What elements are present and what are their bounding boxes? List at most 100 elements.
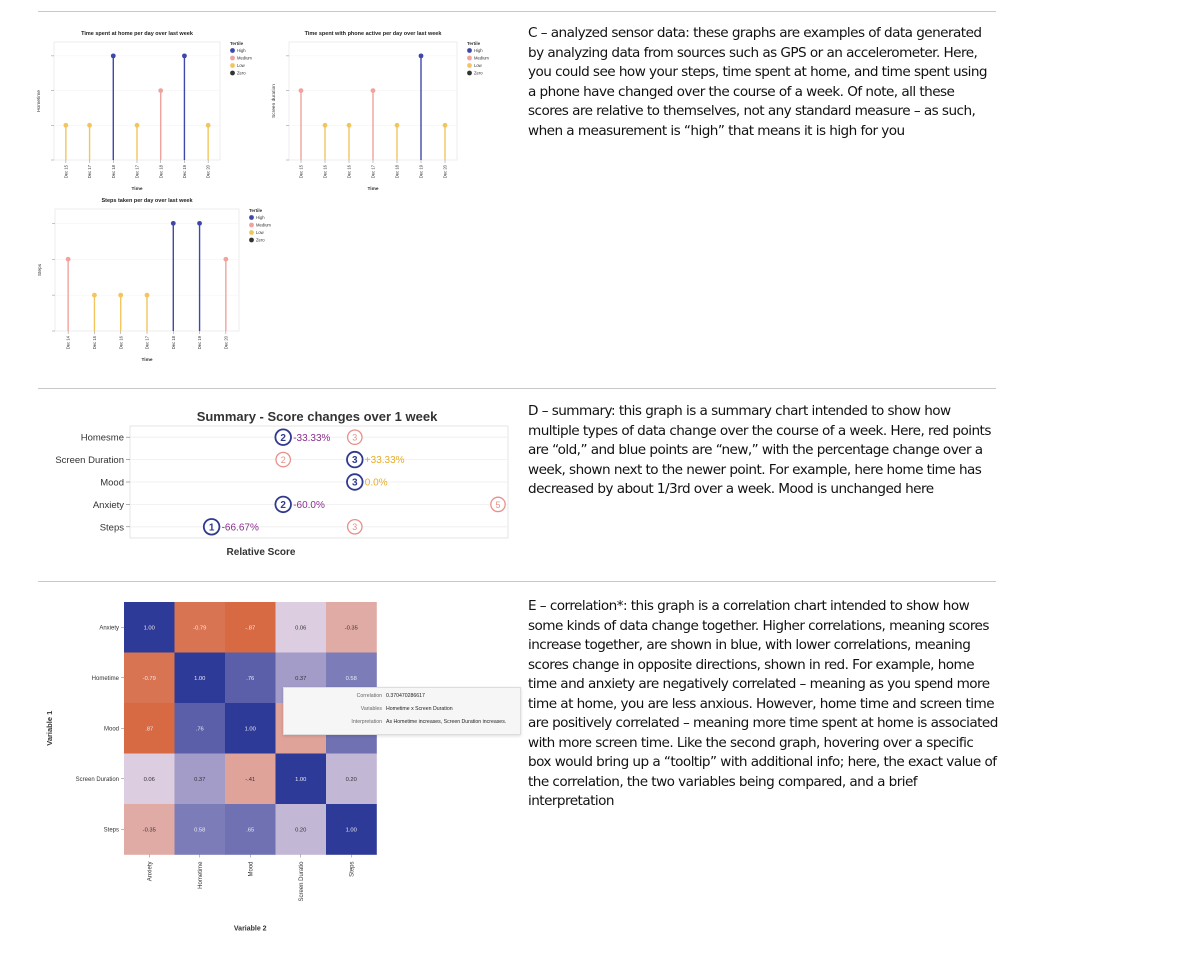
category-label: Anxiety <box>93 500 124 511</box>
x-tick-label: Dec 20 <box>443 164 448 178</box>
new-point-label: 1 <box>209 522 215 533</box>
legend-label: Low <box>256 230 265 235</box>
cell-value: 1.00 <box>346 827 357 833</box>
x-axis-label: Time <box>141 357 152 363</box>
x-tick-label: Dec 19 <box>419 164 424 178</box>
x-tick-label: Dec 17 <box>87 164 92 178</box>
legend-title: Tertile <box>467 41 481 46</box>
new-point <box>346 473 364 491</box>
lollipop-point <box>170 220 176 226</box>
heatmap-cell <box>275 804 327 855</box>
legend-title: Tertile <box>230 41 244 46</box>
category-label: Screen Duration <box>55 455 124 466</box>
category-label: Steps <box>100 522 125 533</box>
x-axis-label: Time <box>367 186 378 192</box>
legend-label: Zero <box>237 71 246 76</box>
x-tick-label: Dec 17 <box>145 335 150 349</box>
new-point-label: 2 <box>280 500 286 511</box>
old-point-label: 3 <box>352 522 357 532</box>
old-point <box>346 429 363 446</box>
heatmap-cell <box>174 652 226 704</box>
cell-value: -.87 <box>245 625 255 631</box>
new-point <box>274 428 292 446</box>
heatmap-cell <box>225 804 276 855</box>
tooltip-variables-key: Variables <box>360 706 382 712</box>
cell-value: .65 <box>246 827 254 833</box>
section-c-description: C – analyzed sensor data: these graphs a… <box>528 25 988 139</box>
correlation-tooltip: Correlation 0.370470286617 Variables Hom… <box>283 687 521 735</box>
y-axis-label: Hometime <box>36 90 42 112</box>
new-point-label: 2 <box>280 433 286 444</box>
heatmap-cell <box>174 602 226 653</box>
cell-value: -0.35 <box>345 625 358 631</box>
section-e-description: E – correlation*: this graph is a correl… <box>528 598 998 809</box>
legend-label: Low <box>237 63 246 68</box>
row-label: Mood <box>104 726 119 732</box>
new-point-label: 3 <box>352 455 358 466</box>
heatmap-cell <box>124 652 175 704</box>
col-label: Anxiety <box>147 862 153 882</box>
heatmap-cell <box>225 753 276 805</box>
x-tick-label: Dec 20 <box>223 335 228 349</box>
change-label: +33.33% <box>365 455 405 466</box>
heatmap-cell <box>124 753 175 805</box>
x-tick-label: Dec 18 <box>395 164 400 178</box>
legend-swatch <box>230 48 235 53</box>
col-label: Screen Duratio <box>299 861 305 902</box>
y-axis-label: Steps <box>37 263 43 276</box>
col-label: Hometime <box>198 861 204 889</box>
x-tick-label: Dec 18 <box>111 164 116 178</box>
lollipop-point <box>322 122 328 128</box>
screen-duration-lollipop-chart: Time spent with phone active per day ove… <box>271 31 489 192</box>
tooltip-interpretation-value: As Hometime increases, Screen Duration i… <box>386 719 507 725</box>
x-axis-label: Relative Score <box>227 547 296 558</box>
chart-title: Steps taken per day over last week <box>101 198 193 204</box>
x-tick-label: Dec 16 <box>118 335 123 349</box>
row-label: Steps <box>104 827 119 833</box>
legend-label: Medium <box>256 223 271 228</box>
heatmap-cell <box>174 703 226 754</box>
col-label: Steps <box>349 862 355 877</box>
new-point <box>202 518 221 536</box>
heatmap-cell <box>124 804 175 855</box>
x-tick-label: Dec 16 <box>347 164 352 178</box>
legend-swatch <box>467 55 472 61</box>
lollipop-point <box>110 53 116 59</box>
legend-label: Zero <box>256 238 265 243</box>
legend-swatch <box>249 237 254 243</box>
cell-value: 0.20 <box>346 777 357 783</box>
legend-label: High <box>474 48 483 53</box>
lollipop-point <box>118 292 124 298</box>
legend-swatch <box>467 70 472 76</box>
legend-swatch <box>249 230 254 235</box>
chart-title: Time spent with phone active per day ove… <box>305 31 443 37</box>
heatmap-cell <box>124 703 175 754</box>
correlation-heatmap: Anxiety 1.00 -0.79 -.87 0.06 -0.35 Hometime -0.… <box>45 602 377 933</box>
lollipop-point <box>370 88 376 93</box>
cell-value: 1.00 <box>144 625 155 631</box>
change-label: 0.0% <box>365 478 388 489</box>
cell-value: 0.06 <box>295 625 306 631</box>
x-tick-label: Dec 17 <box>371 164 376 178</box>
lollipop-point <box>205 122 211 128</box>
legend-swatch <box>467 63 472 68</box>
legend-label: Medium <box>237 56 252 61</box>
chart-title: Time spent at home per day over last wee… <box>81 31 194 37</box>
lollipop-point <box>346 122 352 128</box>
lollipop-point <box>223 256 229 262</box>
x-tick-label: Dec 15 <box>299 164 304 178</box>
new-point <box>274 495 292 514</box>
legend-label: Zero <box>474 71 483 76</box>
steps-lollipop-chart: Steps taken per day over last week Steps D… <box>37 198 271 363</box>
x-tick-label: Dec 20 <box>206 164 211 178</box>
legend-label: High <box>256 215 265 220</box>
lollipop-point <box>144 292 150 298</box>
x-tick-label: Dec 15 <box>92 335 97 349</box>
cell-value: 0.58 <box>194 827 205 833</box>
legend-swatch <box>249 215 254 220</box>
heatmap-cell <box>326 753 377 805</box>
category-label: Homesme <box>81 433 124 444</box>
cell-value: 0.37 <box>194 777 205 783</box>
heatmap-cell <box>326 602 377 653</box>
lollipop-point <box>442 122 448 128</box>
